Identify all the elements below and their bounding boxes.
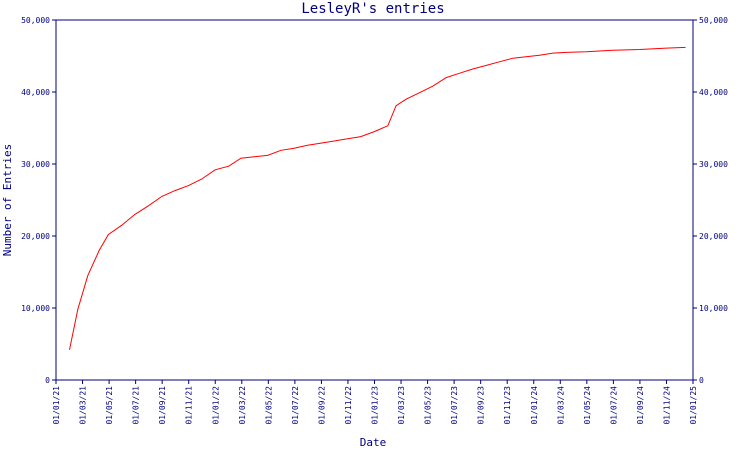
x-tick-label: 01/11/24	[662, 386, 671, 425]
x-tick-label: 01/01/22	[211, 386, 220, 425]
x-tick-label: 01/05/23	[424, 386, 433, 425]
x-tick-label: 01/01/21	[52, 386, 61, 425]
x-tick-label: 01/01/25	[689, 386, 698, 425]
y-tick-label-left: 50,000	[21, 16, 50, 25]
x-tick-label: 01/03/22	[238, 386, 247, 425]
x-tick-label: 01/09/23	[477, 386, 486, 425]
x-tick-label: 01/09/24	[636, 386, 645, 425]
y-tick-label-right: 0	[699, 376, 704, 385]
y-axis-title: Number of Entries	[1, 144, 14, 257]
x-tick-label: 01/11/21	[185, 386, 194, 425]
y-tick-label-left: 0	[45, 376, 50, 385]
series-line	[69, 46, 686, 350]
y-tick-label-left: 30,000	[21, 160, 50, 169]
x-tick-label: 01/01/24	[530, 386, 539, 425]
x-tick-label: 01/09/21	[158, 386, 167, 425]
x-tick-label: 01/07/23	[450, 386, 459, 425]
x-tick-label: 01/01/23	[371, 386, 380, 425]
y-tick-label-right: 50,000	[699, 16, 728, 25]
x-axis-title: Date	[360, 436, 387, 449]
y-tick-label-right: 40,000	[699, 88, 728, 97]
y-tick-label-left: 10,000	[21, 304, 50, 313]
x-tick-label: 01/05/24	[583, 386, 592, 425]
x-tick-label: 01/07/24	[609, 386, 618, 425]
x-tick-label: 01/05/22	[264, 386, 273, 425]
y-tick-label-right: 30,000	[699, 160, 728, 169]
x-tick-label: 01/03/21	[79, 386, 88, 425]
ticks: 0 0 10,000 10,000 20,000 20,000 30,000 30,000 40…	[21, 16, 728, 425]
y-tick-label-right: 20,000	[699, 232, 728, 241]
y-tick-label-right: 10,000	[699, 304, 728, 313]
x-tick-label: 01/11/23	[503, 386, 512, 425]
y-tick-label-left: 40,000	[21, 88, 50, 97]
x-tick-label: 01/03/23	[397, 386, 406, 425]
x-tick-label: 01/05/21	[105, 386, 114, 425]
y-tick-label-left: 20,000	[21, 232, 50, 241]
x-tick-label: 01/09/22	[317, 386, 326, 425]
x-tick-label: 01/07/22	[291, 386, 300, 425]
x-tick-label: 01/03/24	[556, 386, 565, 425]
x-tick-label: 01/07/21	[132, 386, 141, 425]
x-tick-label: 01/11/22	[344, 386, 353, 425]
chart-title: LesleyR's entries	[301, 1, 444, 17]
